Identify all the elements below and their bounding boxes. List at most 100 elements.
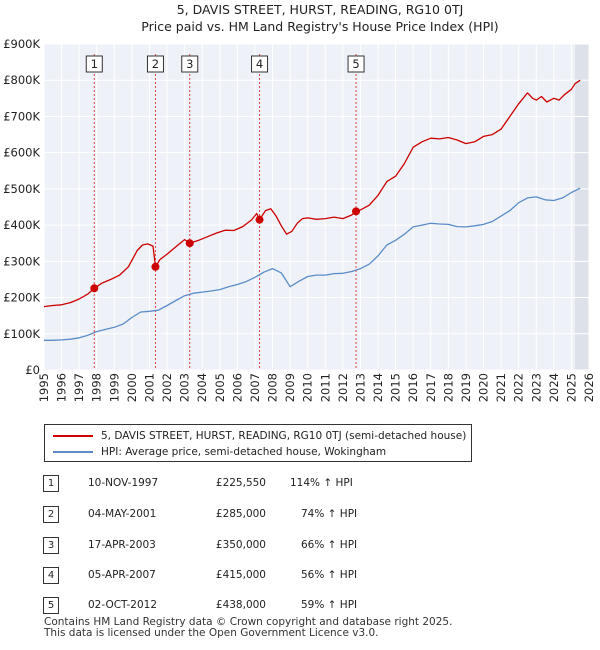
y-tick-label: £800K <box>3 73 40 87</box>
x-tick-label: 2012 <box>336 373 350 402</box>
sale-number-label: 1 <box>91 57 98 71</box>
y-tick-label: £300K <box>3 254 40 268</box>
table-row: 3 17-APR-2003 £350,000 66% ↑ HPI <box>0 536 600 556</box>
y-tick-label: £900K <box>3 37 40 51</box>
legend-label-property: 5, DAVIS STREET, HURST, READING, RG10 0T… <box>101 430 467 442</box>
x-tick-label: 2005 <box>213 373 227 402</box>
sale-number-box <box>146 55 164 73</box>
x-tick-label: 2001 <box>142 373 156 402</box>
sale-number-label: 2 <box>152 57 159 71</box>
tx-hpi: 66% ↑ HPI <box>301 539 358 551</box>
tx-price: £225,550 <box>215 477 266 489</box>
x-tick-label: 2025 <box>564 373 578 402</box>
legend-swatch-property <box>53 435 93 437</box>
footer-line-1: Contains HM Land Registry data © Crown c… <box>44 616 453 628</box>
y-tick-label: £100K <box>3 327 40 341</box>
x-tick-label: 2007 <box>248 373 262 402</box>
y-tick-label: £400K <box>3 218 40 232</box>
sale-number-label: 5 <box>352 57 359 71</box>
sale-points <box>90 207 361 293</box>
chart-subtitle: Price paid vs. HM Land Registry's House … <box>141 19 498 34</box>
x-tick-label: 2018 <box>441 373 455 402</box>
tx-hpi: 59% ↑ HPI <box>301 599 358 611</box>
footer-line-2: This data is licensed under the Open Gov… <box>44 627 379 639</box>
table-row: 4 05-APR-2007 £415,000 56% ↑ HPI <box>0 566 600 586</box>
legend-item-property: 5, DAVIS STREET, HURST, READING, RG10 0T… <box>53 428 466 444</box>
x-tick-label: 2019 <box>459 373 473 402</box>
sale-number-label: 4 <box>256 57 263 71</box>
x-tick-label: 1996 <box>55 373 69 402</box>
tx-date: 02-OCT-2012 <box>88 599 157 611</box>
legend-swatch-hpi <box>53 451 93 453</box>
tx-number: 3 <box>43 537 59 554</box>
plot-area <box>44 44 589 370</box>
y-axis-labels: £0 £100K £200K £300K £400K £500K £600K £700K £80… <box>3 37 40 377</box>
x-tick-label: 2024 <box>547 373 561 402</box>
tx-number: 1 <box>43 475 59 492</box>
tx-number: 4 <box>43 567 59 584</box>
x-tick-label: 2006 <box>230 373 244 402</box>
legend-label-hpi: HPI: Average price, semi-detached house,… <box>101 446 387 458</box>
x-tick-label: 2022 <box>512 373 526 402</box>
table-row: 1 10-NOV-1997 £225,550 114% ↑ HPI <box>0 474 600 494</box>
x-tick-label: 2016 <box>406 373 420 402</box>
footer-note: Contains HM Land Registry data © Crown c… <box>44 617 452 639</box>
x-tick-label: 2010 <box>301 373 315 402</box>
tx-date: 17-APR-2003 <box>88 539 156 551</box>
x-tick-label: 2008 <box>266 373 280 402</box>
x-tick-label: 2015 <box>389 373 403 402</box>
table-row: 5 02-OCT-2012 £438,000 59% ↑ HPI <box>0 596 600 616</box>
tx-hpi: 56% ↑ HPI <box>301 569 358 581</box>
tx-date: 10-NOV-1997 <box>88 477 159 489</box>
sale-number-box <box>251 55 269 73</box>
sale-number-label: 3 <box>186 57 193 71</box>
x-tick-label: 1998 <box>90 373 104 402</box>
tx-number: 5 <box>43 597 59 614</box>
x-tick-label: 2013 <box>353 373 367 402</box>
gridlines <box>43 43 590 371</box>
tx-price: £350,000 <box>215 539 266 551</box>
x-tick-label: 2020 <box>477 373 491 402</box>
tx-price: £415,000 <box>215 569 266 581</box>
x-tick-label: 2014 <box>371 373 385 402</box>
x-tick-label: 1999 <box>107 373 121 402</box>
x-tick-label: 1997 <box>72 373 86 402</box>
sale-number-box <box>347 55 365 73</box>
sale-point <box>185 239 194 248</box>
x-tick-label: 1995 <box>37 373 51 402</box>
forecast-band <box>574 44 589 370</box>
tx-number: 2 <box>43 506 59 523</box>
sale-point <box>151 262 160 271</box>
tx-date: 05-APR-2007 <box>88 569 156 581</box>
chart-legend: 5, DAVIS STREET, HURST, READING, RG10 0T… <box>44 424 472 462</box>
hpi-line <box>44 187 581 341</box>
x-axis-labels: 1995 1996 1997 1998 1999 2000 2001 2002 2003 2004… <box>37 373 596 402</box>
y-tick-label: £0 <box>25 363 40 377</box>
x-tick-label: 2023 <box>529 373 543 402</box>
tx-price: £285,000 <box>215 508 266 520</box>
tx-hpi: 74% ↑ HPI <box>301 508 358 520</box>
tx-date: 04-MAY-2001 <box>88 508 157 520</box>
sale-point <box>255 215 264 224</box>
sale-point <box>90 284 99 293</box>
x-tick-label: 2017 <box>424 373 438 402</box>
legend-item-hpi: HPI: Average price, semi-detached house,… <box>53 444 386 460</box>
y-tick-label: £700K <box>3 109 40 123</box>
chart-title: 5, DAVIS STREET, HURST, READING, RG10 0T… <box>177 2 464 17</box>
x-tick-label: 2009 <box>283 373 297 402</box>
x-tick-label: 2021 <box>494 373 508 402</box>
x-tick-label: 2000 <box>125 373 139 402</box>
table-row: 2 04-MAY-2001 £285,000 74% ↑ HPI <box>0 505 600 525</box>
sale-number-box <box>181 55 199 73</box>
y-tick-label: £500K <box>3 182 40 196</box>
x-tick-label: 2004 <box>195 373 209 402</box>
tx-hpi: 114% ↑ HPI <box>290 477 353 489</box>
x-tick-label: 2026 <box>582 373 596 402</box>
series-lines <box>43 79 581 341</box>
sale-number-box <box>85 55 103 73</box>
x-tick-label: 2003 <box>178 373 192 402</box>
sale-number-boxes: 1 2 3 4 5 <box>85 55 365 73</box>
y-tick-label: £200K <box>3 291 40 305</box>
tx-price: £438,000 <box>215 599 266 611</box>
price-line <box>43 79 581 308</box>
